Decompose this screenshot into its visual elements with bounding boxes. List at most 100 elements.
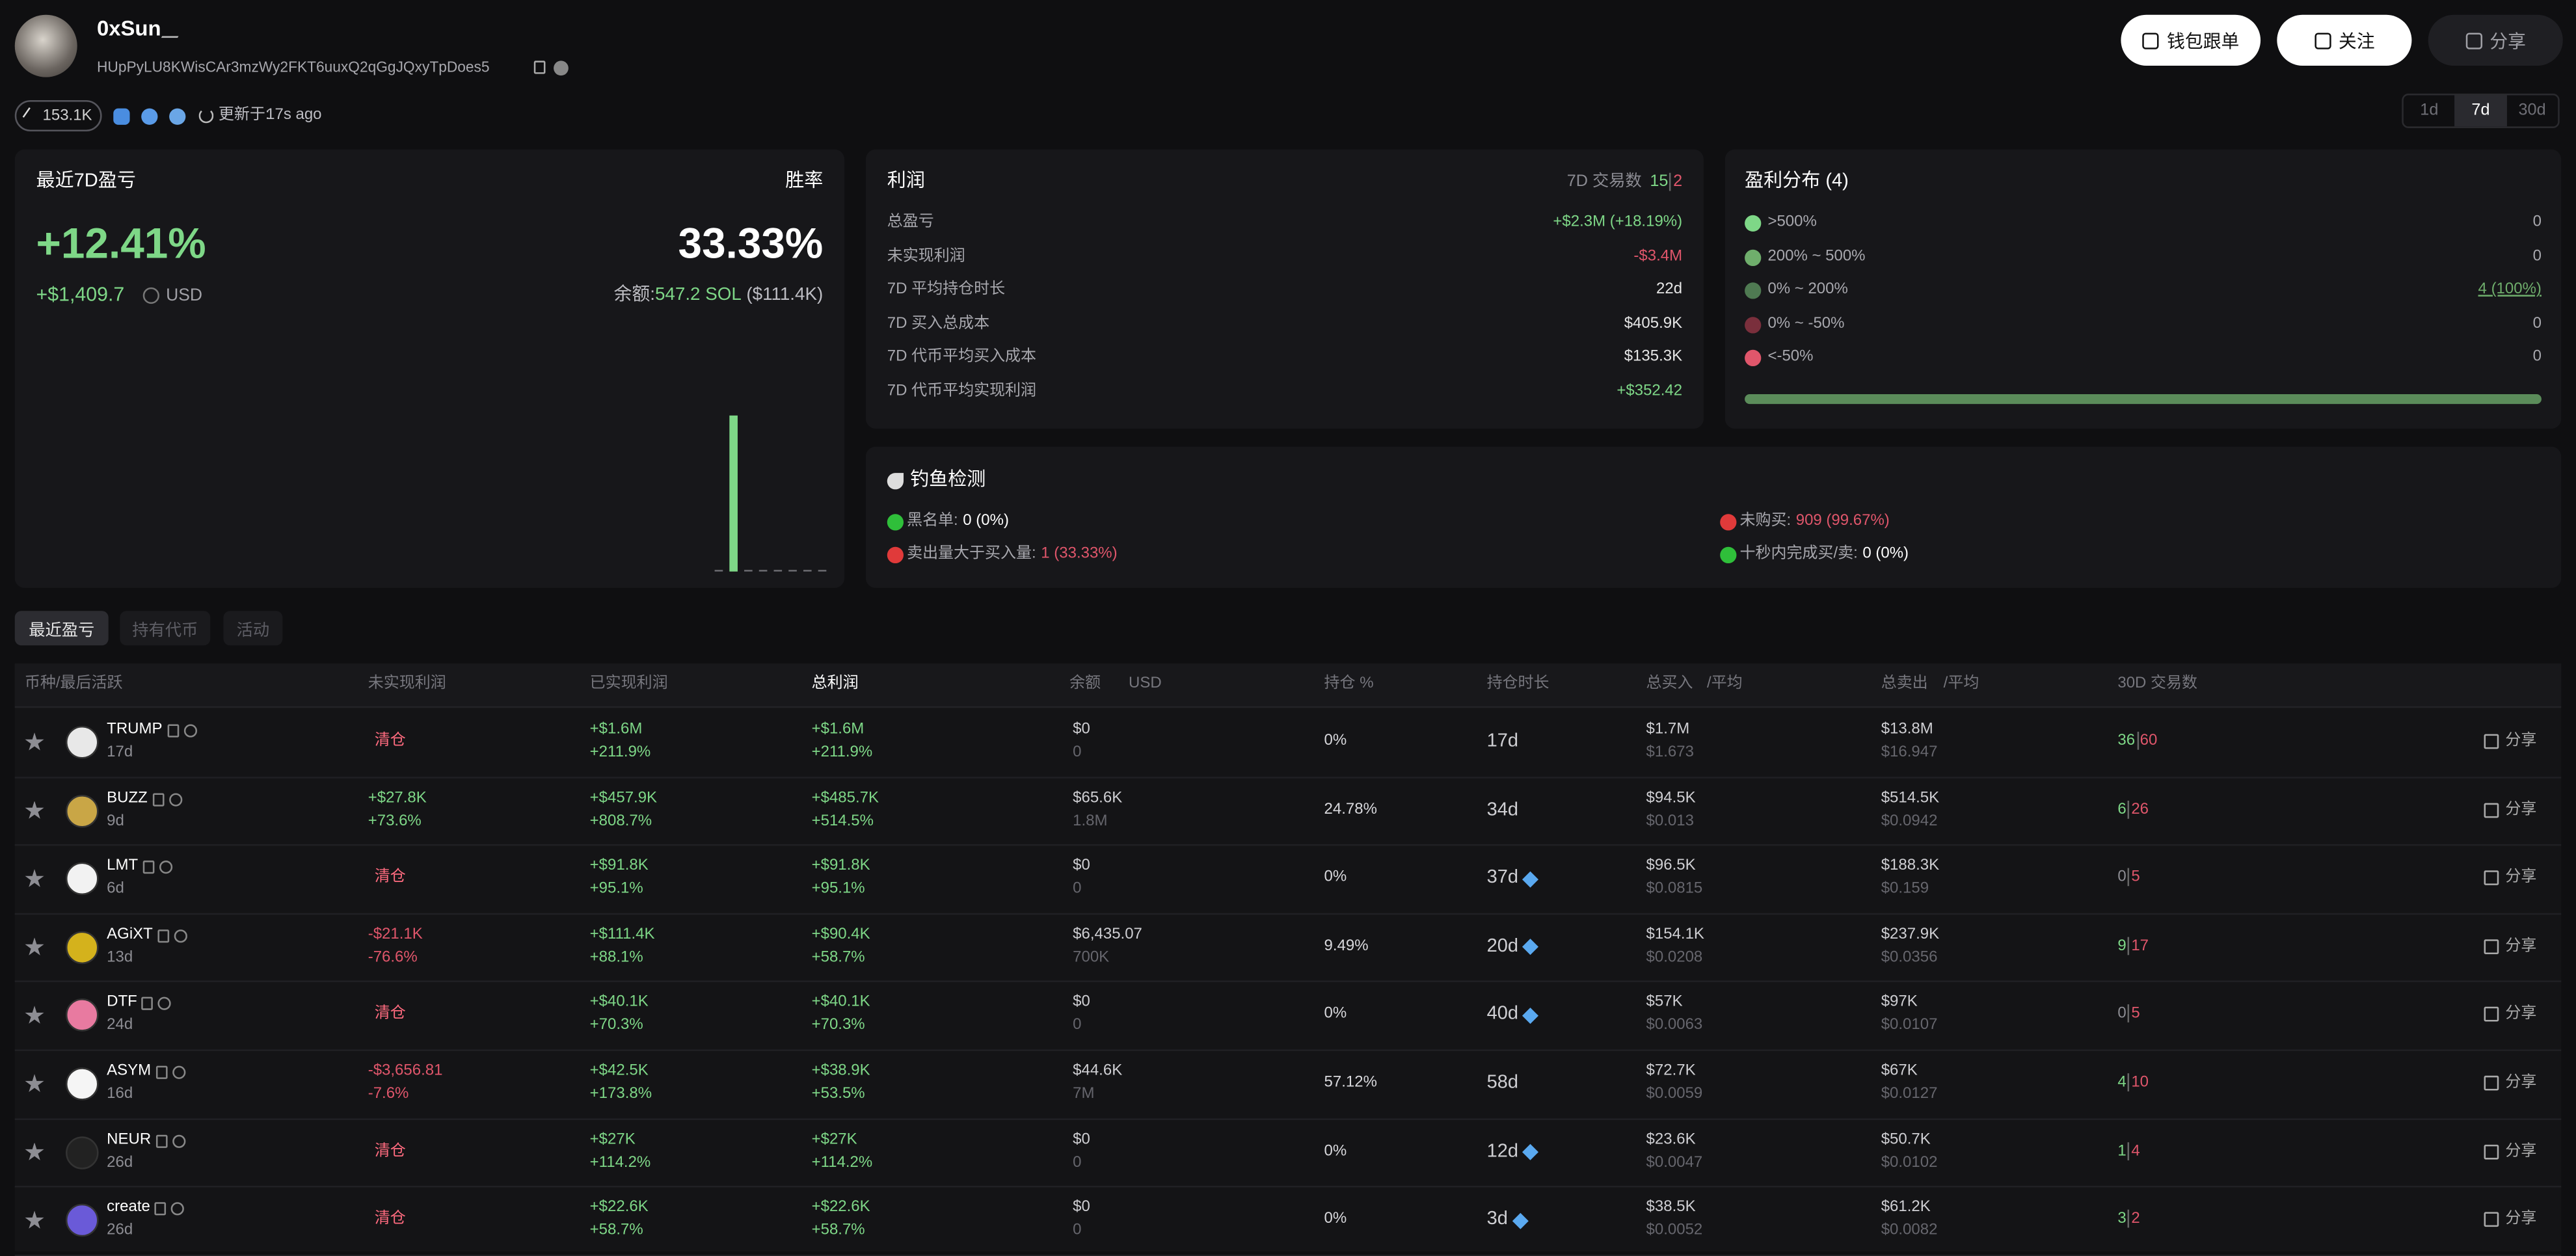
copy-icon[interactable] (141, 997, 153, 1011)
share-link[interactable]: 分享 (2505, 868, 2537, 887)
row-divider (14, 981, 2562, 983)
balance: 0 (1073, 743, 1082, 762)
header-button[interactable]: 钱包跟单 (2121, 14, 2261, 66)
share-link[interactable]: 分享 (2505, 799, 2537, 818)
hold-percent: 0% (1324, 1210, 1347, 1228)
token-name[interactable]: ASYM (107, 1062, 152, 1080)
total-buy: $0.0208 (1646, 948, 1703, 967)
total-pnl: +114.2% (811, 1153, 873, 1171)
trade-loss: 60 (2136, 731, 2158, 750)
copy-icon[interactable] (154, 1202, 167, 1216)
token-icon (66, 794, 99, 827)
balance: 0 (1073, 879, 1082, 898)
tab-label: 最近盈亏 (29, 622, 95, 641)
button-icon (2142, 32, 2159, 49)
total-pnl: +211.9% (811, 743, 873, 762)
copy-icon[interactable] (155, 1065, 168, 1079)
search-icon[interactable] (174, 929, 187, 942)
share-icon[interactable] (2484, 870, 2499, 886)
phishing-card (865, 446, 2562, 588)
share-link[interactable]: 分享 (2505, 731, 2537, 750)
trades-label: 7D 交易数 (1566, 172, 1642, 191)
share-link[interactable]: 分享 (2505, 1142, 2537, 1160)
share-icon[interactable] (2484, 734, 2499, 749)
distribution-label: 0% ~ -50% (1767, 314, 1845, 332)
share-link[interactable]: 分享 (2505, 937, 2537, 955)
tab[interactable]: 活动 (223, 611, 283, 646)
copy-icon[interactable] (142, 861, 155, 874)
share-icon[interactable] (2484, 1007, 2499, 1022)
row-divider (14, 1049, 2562, 1051)
column-header[interactable]: 已实现利润 (589, 674, 668, 693)
period-option[interactable]: 1d (2420, 101, 2439, 120)
tab[interactable]: 最近盈亏 (14, 611, 109, 646)
search-icon[interactable] (172, 1134, 186, 1147)
column-header[interactable]: 总利润 (811, 674, 859, 693)
share-icon[interactable] (2484, 1212, 2499, 1227)
share-icon[interactable] (2484, 802, 2499, 818)
card-title: 盈利分布 (4) (1745, 171, 1849, 191)
token-name[interactable]: NEUR (107, 1130, 152, 1149)
token-age: 26d (107, 1153, 133, 1171)
closed-label: 清仓 (374, 1005, 406, 1023)
period-option[interactable]: 30d (2518, 101, 2546, 120)
total-pnl: +53.5% (811, 1084, 865, 1103)
tab-label: 活动 (236, 622, 270, 641)
search-icon[interactable] (183, 724, 198, 738)
search-icon[interactable] (170, 1202, 184, 1216)
share-link[interactable]: 分享 (2505, 1210, 2537, 1228)
header-button[interactable]: 分享 (2428, 14, 2563, 66)
total-pnl: +$22.6K (811, 1198, 870, 1217)
column-header[interactable]: 币种/最后活跃 (24, 674, 123, 693)
total-sell: $50.7K (1881, 1130, 1931, 1149)
total-pnl: +58.7% (811, 1221, 865, 1240)
share-icon[interactable] (2484, 1143, 2499, 1159)
copy-icon[interactable] (533, 60, 546, 74)
tab[interactable]: 持有代币 (120, 611, 211, 646)
status-dot (1720, 514, 1737, 531)
total-buy: $38.5K (1646, 1198, 1696, 1217)
scan-icon[interactable] (554, 60, 569, 76)
token-name[interactable]: create (107, 1198, 150, 1217)
unrealized-pnl: +$27.8K (368, 788, 427, 807)
x-icon (22, 107, 40, 125)
total-pnl: +95.1% (811, 879, 865, 898)
token-age: 6d (107, 879, 124, 898)
token-name[interactable]: DTF (107, 993, 137, 1012)
button-icon (2314, 32, 2331, 49)
copy-icon[interactable] (167, 724, 180, 738)
share-icon[interactable] (2484, 1075, 2499, 1091)
share-icon[interactable] (2484, 939, 2499, 954)
column-header[interactable]: 余额 (1069, 674, 1101, 693)
search-icon[interactable] (157, 997, 171, 1011)
hold-duration: 3d (1486, 1209, 1508, 1230)
hold-duration: 20d (1486, 936, 1519, 956)
copy-icon[interactable] (155, 1134, 168, 1147)
token-name[interactable]: AGiXT (107, 925, 153, 944)
period-option[interactable]: 7d (2454, 95, 2507, 127)
status-dot (1720, 546, 1737, 564)
copy-icon[interactable] (157, 929, 170, 942)
search-icon[interactable] (169, 792, 183, 806)
share-link[interactable]: 分享 (2505, 1005, 2537, 1023)
header-button[interactable]: 关注 (2277, 14, 2412, 66)
search-icon[interactable] (159, 861, 173, 874)
total-sell: $237.9K (1881, 925, 1940, 944)
share-link[interactable]: 分享 (2505, 1073, 2537, 1091)
search-icon[interactable] (172, 1065, 186, 1079)
token-name[interactable]: TRUMP (107, 720, 163, 739)
token-name[interactable]: BUZZ (107, 788, 148, 807)
token-icon (66, 726, 99, 759)
realized-pnl: +211.9% (589, 743, 651, 762)
total-buy: $0.0047 (1646, 1153, 1703, 1171)
profit-value: 22d (1656, 280, 1683, 299)
row-divider (14, 1186, 2562, 1188)
hold-percent: 57.12% (1324, 1073, 1377, 1091)
pnl-bar (744, 568, 752, 572)
copy-icon[interactable] (152, 792, 165, 806)
token-name[interactable]: LMT (107, 857, 139, 875)
button-label: 钱包跟单 (2167, 32, 2240, 52)
column-header[interactable]: 未实现利润 (368, 674, 446, 693)
followers-pill[interactable]: 153.1K (14, 100, 102, 131)
